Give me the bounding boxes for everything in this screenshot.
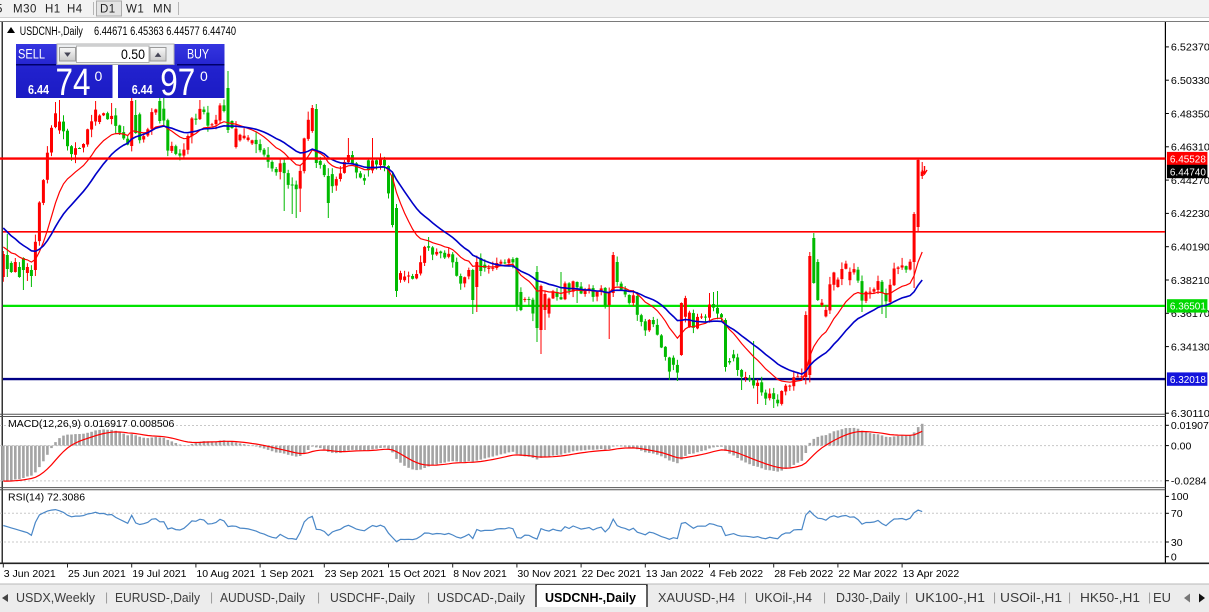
svg-text:6.32018: 6.32018	[1170, 374, 1206, 386]
svg-text:0: 0	[1171, 552, 1177, 564]
svg-text:30 Nov 2021: 30 Nov 2021	[517, 568, 577, 580]
svg-text:6.45528: 6.45528	[1170, 153, 1206, 165]
svg-text:25 Jun 2021: 25 Jun 2021	[68, 568, 126, 580]
svg-text:|: |	[993, 590, 996, 604]
svg-text:D1: D1	[100, 4, 116, 16]
svg-text:AUDUSD-,Daily: AUDUSD-,Daily	[220, 591, 306, 605]
svg-text:USDCNH-,Daily: USDCNH-,Daily	[20, 26, 83, 38]
svg-text:6.38210: 6.38210	[1171, 275, 1209, 287]
svg-text:23 Sep 2021: 23 Sep 2021	[325, 568, 385, 580]
svg-text:100: 100	[1171, 491, 1189, 503]
svg-text:22 Mar 2022: 22 Mar 2022	[838, 568, 897, 580]
svg-text:DJ30-,Daily: DJ30-,Daily	[836, 591, 901, 605]
svg-text:0.00: 0.00	[1171, 440, 1192, 452]
svg-text:0: 0	[200, 68, 208, 84]
svg-text:6.44671 6.45363 6.44577 6.4474: 6.44671 6.45363 6.44577 6.44740	[94, 26, 236, 38]
svg-text:MACD(12,26,9) 0.016917 0.00850: MACD(12,26,9) 0.016917 0.008506	[8, 418, 175, 430]
svg-text:6.30110: 6.30110	[1171, 408, 1209, 420]
svg-text:6.44: 6.44	[28, 83, 49, 97]
svg-text:USDX,Weekly: USDX,Weekly	[16, 591, 96, 605]
svg-text:10 Aug 2021: 10 Aug 2021	[196, 568, 255, 580]
svg-text:4 Feb 2022: 4 Feb 2022	[710, 568, 763, 580]
svg-text:USDCNH-,Daily: USDCNH-,Daily	[545, 591, 636, 605]
svg-text:H1: H1	[45, 4, 61, 16]
svg-text:97: 97	[160, 62, 195, 104]
svg-text:|: |	[823, 590, 826, 604]
svg-text:6.44740: 6.44740	[1170, 166, 1206, 178]
svg-text:EURUSD-,Daily: EURUSD-,Daily	[115, 591, 201, 605]
svg-text:USDCHF-,Daily: USDCHF-,Daily	[330, 591, 416, 605]
svg-text:6.42230: 6.42230	[1171, 208, 1209, 220]
svg-text:XAUUSD-,H4: XAUUSD-,H4	[658, 591, 735, 605]
svg-text:W1: W1	[126, 4, 144, 16]
svg-text:5: 5	[0, 4, 3, 16]
svg-text:|: |	[210, 590, 213, 604]
svg-text:UK100-,H1: UK100-,H1	[915, 591, 985, 605]
svg-text:13 Jan 2022: 13 Jan 2022	[646, 568, 704, 580]
svg-text:6.40190: 6.40190	[1171, 242, 1209, 254]
svg-text:30: 30	[1171, 537, 1183, 549]
svg-text:74: 74	[56, 62, 91, 104]
svg-text:6.48350: 6.48350	[1171, 108, 1209, 120]
svg-text:1 Sep 2021: 1 Sep 2021	[261, 568, 315, 580]
svg-text:|: |	[317, 590, 320, 604]
svg-text:6.50330: 6.50330	[1171, 75, 1209, 87]
svg-text:0.50: 0.50	[121, 47, 145, 62]
svg-text:6.52370: 6.52370	[1171, 42, 1209, 54]
svg-text:13 Apr 2022: 13 Apr 2022	[903, 568, 960, 580]
svg-text:|: |	[905, 590, 908, 604]
svg-text:EU: EU	[1153, 591, 1171, 605]
svg-text:HK50-,H1: HK50-,H1	[1080, 591, 1140, 605]
svg-text:|: |	[105, 590, 108, 604]
svg-text:6.46310: 6.46310	[1171, 142, 1209, 154]
svg-text:BUY: BUY	[187, 47, 209, 62]
svg-text:|: |	[427, 590, 430, 604]
svg-text:UKOil-,H4: UKOil-,H4	[755, 591, 812, 605]
svg-text:H4: H4	[67, 4, 83, 16]
svg-text:|: |	[744, 590, 747, 604]
svg-text:6.36501: 6.36501	[1170, 301, 1206, 313]
svg-text:6.44: 6.44	[132, 83, 153, 97]
svg-text:6.34130: 6.34130	[1171, 341, 1209, 353]
svg-text:19 Jul 2021: 19 Jul 2021	[132, 568, 186, 580]
svg-text:28 Feb 2022: 28 Feb 2022	[774, 568, 833, 580]
svg-text:8 Nov 2021: 8 Nov 2021	[453, 568, 507, 580]
svg-text:RSI(14) 72.3086: RSI(14) 72.3086	[8, 492, 85, 504]
svg-text:|: |	[1068, 590, 1071, 604]
svg-text:M30: M30	[13, 4, 37, 16]
svg-text:22 Dec 2021: 22 Dec 2021	[582, 568, 642, 580]
svg-text:0.019075: 0.019075	[1171, 420, 1209, 432]
svg-text:MN: MN	[153, 4, 172, 16]
svg-text:3 Jun 2021: 3 Jun 2021	[4, 568, 56, 580]
svg-text:SELL: SELL	[18, 47, 45, 62]
svg-text:70: 70	[1171, 508, 1183, 520]
svg-text:-0.0284: -0.0284	[1171, 476, 1207, 488]
svg-text:|: |	[1148, 590, 1151, 604]
svg-text:USDCAD-,Daily: USDCAD-,Daily	[437, 591, 526, 605]
svg-text:0: 0	[95, 68, 103, 84]
svg-text:15 Oct 2021: 15 Oct 2021	[389, 568, 446, 580]
svg-text:USOil-,H1: USOil-,H1	[1000, 591, 1062, 605]
